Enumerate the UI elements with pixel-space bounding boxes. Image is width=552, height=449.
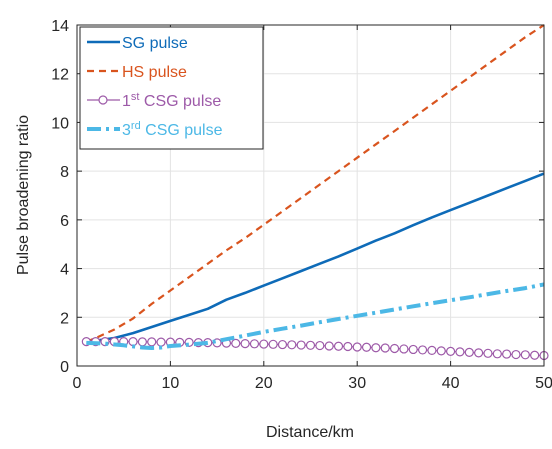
x-axis-label: Distance/km: [266, 424, 354, 441]
data-point: [520, 350, 530, 360]
legend-label-number: 3: [122, 122, 131, 139]
y-tick-label: 2: [60, 310, 69, 327]
data-point: [231, 338, 241, 348]
y-tick-labels: 0 2 4 6 8 10 12 14: [51, 18, 69, 376]
legend-label: 1st CSG pulse: [122, 91, 221, 110]
series-line: [85, 24, 545, 343]
series-line: [86, 282, 545, 350]
series-line: [86, 172, 545, 343]
data-point: [389, 343, 400, 354]
data-point: [277, 339, 288, 350]
legend-label-text: CSG pulse: [139, 93, 221, 110]
data-point: [249, 339, 260, 349]
data-point: [417, 345, 428, 355]
y-tick-label: 12: [51, 67, 69, 84]
data-point: [343, 341, 353, 352]
data-point: [408, 344, 418, 355]
data-point: [455, 347, 465, 357]
legend-box: [79, 26, 264, 150]
series-1: [85, 24, 545, 343]
series-3: [86, 282, 545, 350]
data-point: [240, 338, 250, 349]
legend-label-superscript: rd: [131, 120, 141, 132]
plot-frame: [76, 24, 545, 367]
y-tick-label: 8: [60, 164, 69, 181]
data-point: [352, 342, 362, 352]
legend-label: HS pulse: [122, 64, 187, 81]
data-point: [511, 349, 521, 360]
data-point: [483, 348, 493, 358]
data-point: [296, 340, 306, 350]
data-point: [333, 341, 344, 351]
legend-label: SG pulse: [122, 35, 188, 52]
series-layer: [81, 24, 549, 361]
y-tick-label: 6: [60, 213, 69, 230]
x-tick-label: 40: [442, 375, 460, 392]
legend-label-text: HS pulse: [122, 64, 187, 81]
data-point: [492, 349, 502, 359]
legend-label: 3rd CSG pulse: [122, 120, 223, 139]
data-point: [147, 337, 157, 347]
data-point: [137, 337, 147, 347]
x-tick-label: 0: [73, 375, 82, 392]
data-point: [530, 350, 540, 360]
y-tick-label: 0: [60, 359, 69, 376]
data-point: [446, 346, 456, 356]
x-tick-label: 10: [162, 375, 180, 392]
series-0: [86, 172, 545, 343]
x-tick-labels: 0 10 20 30 40 50: [73, 375, 552, 392]
legend-marker: [98, 95, 108, 105]
data-point: [436, 346, 446, 356]
data-point: [474, 348, 484, 358]
x-tick-label: 30: [348, 375, 366, 392]
data-point: [502, 349, 512, 359]
legend-label-number: 1: [122, 93, 131, 110]
data-point: [324, 341, 334, 351]
legend-label-superscript: st: [131, 91, 140, 103]
legend-label-text: SG pulse: [122, 35, 188, 52]
x-tick-label: 50: [535, 375, 552, 392]
data-point: [371, 343, 381, 353]
data-point: [361, 342, 372, 352]
data-point: [380, 343, 390, 353]
y-axis-label: Pulse broadening ratio: [15, 115, 32, 275]
y-tick-label: 10: [51, 115, 69, 132]
data-point: [305, 340, 316, 350]
data-point: [259, 339, 269, 349]
data-point: [315, 340, 325, 351]
data-point: [287, 340, 297, 350]
y-tick-label: 4: [60, 262, 69, 279]
data-point: [268, 339, 278, 349]
data-point: [464, 347, 474, 357]
legend-label-text: CSG pulse: [141, 122, 223, 139]
x-tick-label: 20: [255, 375, 273, 392]
y-tick-label: 14: [51, 18, 69, 35]
data-point: [156, 337, 166, 347]
data-point: [399, 344, 409, 354]
data-point: [427, 345, 437, 356]
